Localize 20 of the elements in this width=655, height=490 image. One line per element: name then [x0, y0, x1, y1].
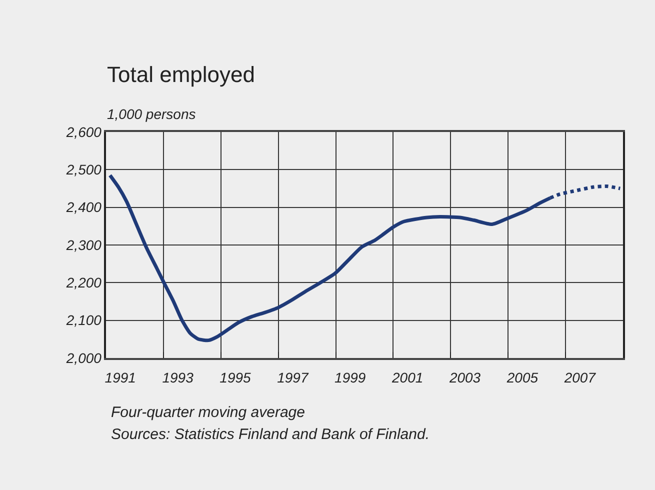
x-tick-label: 2005 [506, 370, 538, 386]
y-tick-label: 2,500 [65, 162, 102, 178]
x-tick-label: 2001 [391, 370, 424, 386]
chart-title: Total employed [107, 62, 255, 87]
y-tick-label: 2,400 [65, 199, 102, 216]
text: Four-quarter moving average [111, 404, 305, 421]
y-tick-label: 2,200 [65, 274, 102, 291]
y-axis-title: 1,000 persons [107, 106, 196, 122]
x-tick-label: 1999 [334, 370, 366, 386]
x-tick-label: 2007 [563, 370, 597, 386]
x-tick-label: 1993 [162, 370, 194, 386]
y-tick-label: 2,300 [65, 236, 102, 253]
y-tick-label: 2,100 [65, 312, 102, 328]
y-tick-label: 2,000 [65, 350, 102, 366]
x-tick-label: 1997 [277, 370, 310, 386]
x-tick-label: 1991 [104, 370, 136, 386]
source-note: Sources: Statistics Finland and Bank of Finland. [111, 426, 430, 443]
x-tick-label: 1995 [220, 370, 252, 386]
x-tick-label: 2003 [448, 370, 481, 386]
y-tick-label: 2,600 [65, 124, 102, 140]
